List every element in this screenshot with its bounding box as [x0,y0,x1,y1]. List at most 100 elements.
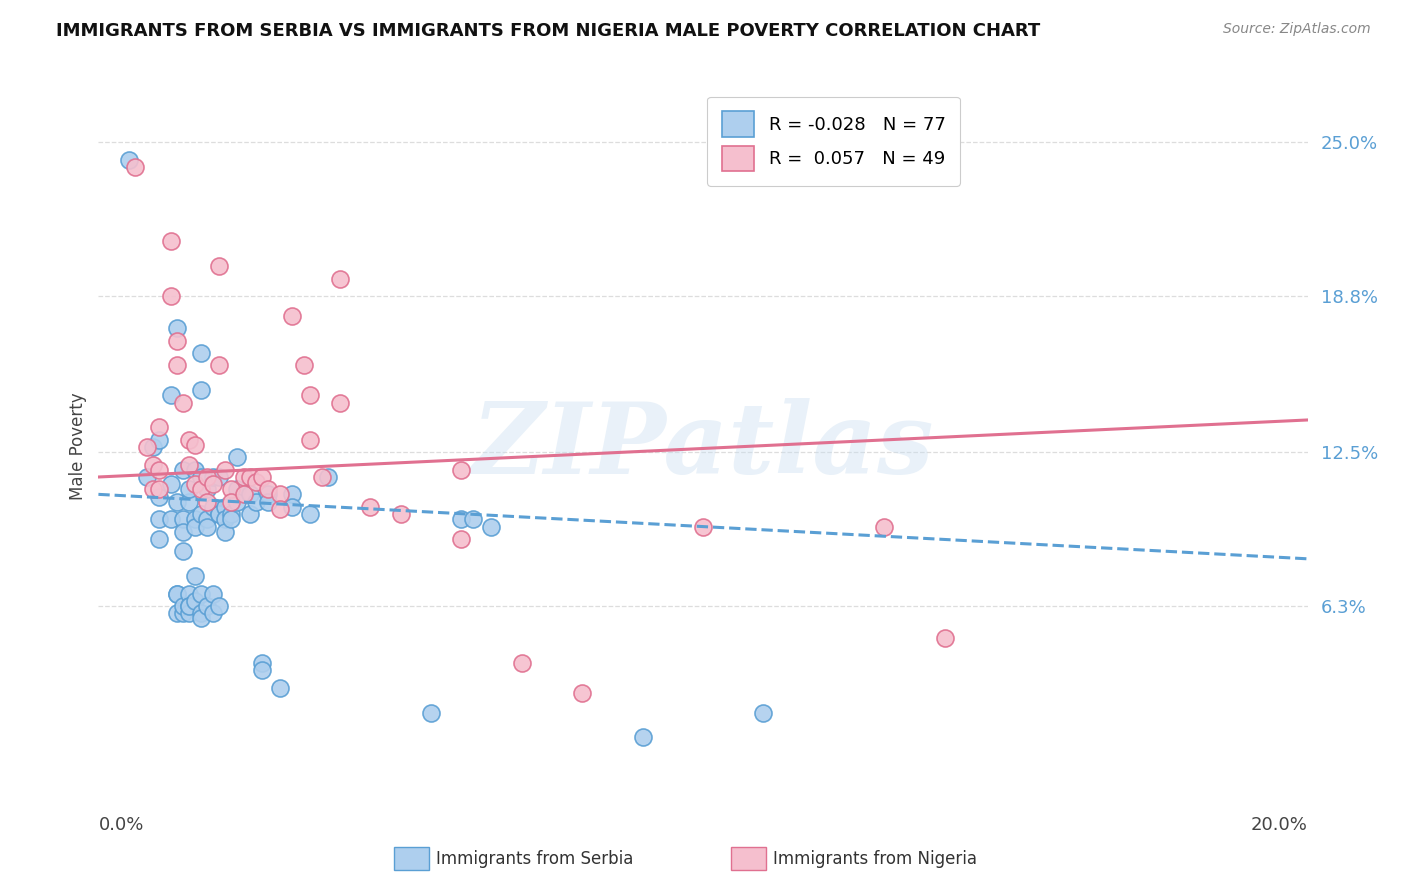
Point [190,607,212,621]
Point [208,259,231,273]
Point [202,470,225,484]
Point [172,524,194,539]
Point [190,383,212,397]
Point [360,500,382,514]
Point [208,507,231,521]
Point [329,271,352,285]
Point [166,359,188,373]
Point [269,487,291,501]
Point [250,656,273,670]
Point [179,599,201,613]
Point [190,507,212,521]
Point [148,483,170,497]
Point [190,586,212,600]
Point [299,507,322,521]
Point [184,594,207,608]
Point [202,586,225,600]
Point [239,507,262,521]
Point [202,607,225,621]
Point [463,512,485,526]
Point [221,512,243,526]
Point [299,433,322,447]
Point [179,433,201,447]
Point [281,309,304,323]
Point [299,388,322,402]
Text: Immigrants from Serbia: Immigrants from Serbia [436,849,633,868]
Point [450,532,472,546]
Point [179,599,201,613]
Point [195,519,218,533]
Text: Source: ZipAtlas.com: Source: ZipAtlas.com [1223,22,1371,37]
Point [190,346,212,360]
Point [250,664,273,678]
Point [214,512,236,526]
Point [179,495,201,509]
Point [202,477,225,491]
Point [184,477,207,491]
Point [166,586,188,600]
Point [179,483,201,497]
Point [208,470,231,484]
Point [329,395,352,409]
Point [172,462,194,476]
Point [226,483,249,497]
Point [179,586,201,600]
Point [135,470,157,484]
Point [631,731,654,745]
Point [232,470,254,484]
Point [166,586,188,600]
Y-axis label: Male Poverty: Male Poverty [69,392,87,500]
Legend: R = -0.028   N = 77, R =  0.057   N = 49: R = -0.028 N = 77, R = 0.057 N = 49 [707,96,960,186]
Point [142,458,165,472]
Point [239,487,262,501]
Point [214,462,236,476]
Point [481,519,503,533]
Point [160,289,183,303]
Point [172,395,194,409]
Point [190,483,212,497]
Point [179,607,201,621]
Point [184,519,207,533]
Point [184,512,207,526]
Point [269,681,291,695]
Text: IMMIGRANTS FROM SERBIA VS IMMIGRANTS FROM NIGERIA MALE POVERTY CORRELATION CHART: IMMIGRANTS FROM SERBIA VS IMMIGRANTS FRO… [56,22,1040,40]
Point [172,544,194,558]
Point [221,507,243,521]
Point [118,153,141,167]
Point [148,512,170,526]
Point [450,512,472,526]
Point [148,490,170,504]
Point [179,458,201,472]
Point [873,519,896,533]
Point [250,470,273,484]
Point [166,321,188,335]
Point [221,495,243,509]
Point [450,462,472,476]
Point [214,500,236,514]
Point [226,495,249,509]
Point [166,334,188,348]
Text: ZIPatlas: ZIPatlas [472,398,934,494]
Point [256,483,278,497]
Point [269,502,291,516]
Point [142,440,165,454]
Point [148,462,170,476]
Point [160,512,183,526]
Point [195,470,218,484]
Point [420,706,443,720]
Point [166,495,188,509]
Point [142,483,165,497]
Point [184,438,207,452]
Point [195,599,218,613]
Point [208,359,231,373]
Point [195,483,218,497]
Point [256,495,278,509]
Point [214,524,236,539]
Point [245,475,267,489]
Point [316,470,339,484]
Point [195,495,218,509]
Point [190,611,212,625]
Point [160,388,183,402]
Point [172,599,194,613]
Point [232,487,254,501]
